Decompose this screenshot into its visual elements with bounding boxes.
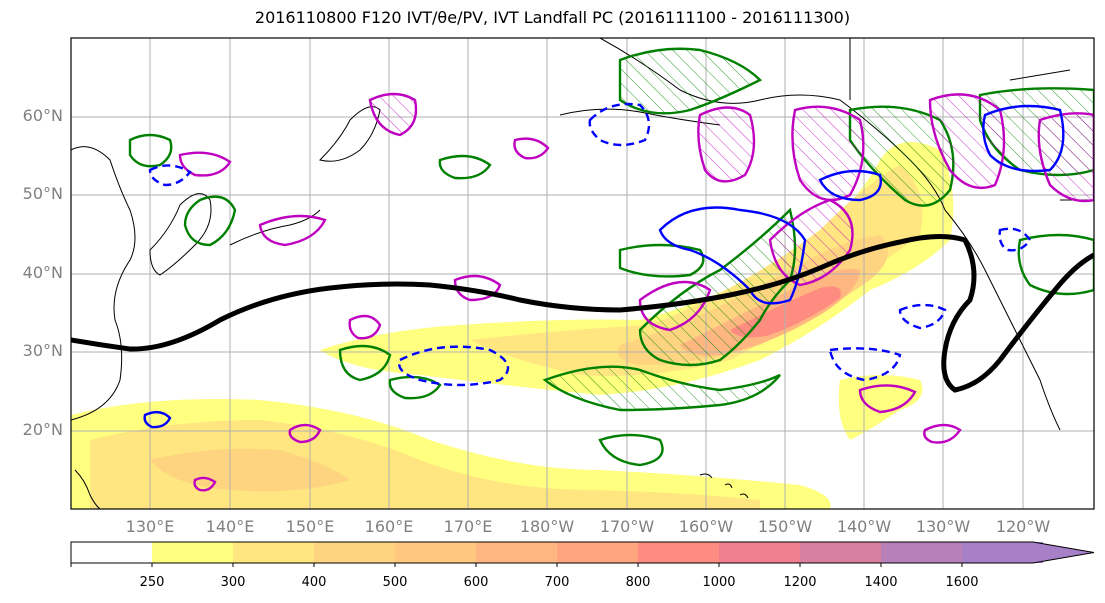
- coast-asia: [71, 146, 136, 421]
- colorbar-tick-label: 300: [220, 575, 246, 590]
- colorbar-tick-label: 1200: [783, 575, 817, 590]
- lon-label-140e: 140°E: [205, 517, 255, 536]
- ivt-subtropical-band: [320, 142, 954, 395]
- blue-contour-north: [818, 169, 882, 202]
- green-contour-far-east: [1017, 233, 1094, 296]
- page-title: 2016110800 F120 IVT/θe/PV, IVT Landfall …: [254, 8, 851, 27]
- lat-label-30: 30°N: [22, 341, 63, 360]
- ivt-tropical-band-core: [150, 448, 350, 492]
- blue-contour-dashed-5: [148, 164, 192, 187]
- green-contour-west-1: [128, 133, 173, 168]
- coast-philippines: [74, 469, 101, 509]
- green-contour-ar-south: [542, 365, 781, 412]
- ivt-landfall-pc-contour: [71, 233, 1094, 393]
- lon-label-150e: 150°E: [285, 517, 335, 536]
- green-contour-mid-2: [338, 344, 392, 382]
- lon-label-150w: 150°W: [757, 517, 813, 536]
- pv-contour-north-1: [697, 106, 756, 183]
- coast-north-america: [944, 209, 1061, 431]
- colorbar-segment: [71, 542, 152, 563]
- lat-label-40: 40°N: [22, 263, 63, 282]
- colorbar-tick-label: 1600: [945, 575, 979, 590]
- colorbar-tick-label: 1000: [702, 575, 736, 590]
- coast-kuril: [229, 209, 321, 246]
- theta-e-negative-contours: [143, 102, 1065, 429]
- colorbar-tick-label: 1400: [864, 575, 898, 590]
- blue-contour-west: [143, 410, 172, 429]
- colorbar-outline: [70, 541, 1095, 564]
- coast-japan: [149, 193, 212, 276]
- pv-contour-west-1: [178, 151, 232, 177]
- blue-contour-dashed-2: [588, 102, 651, 147]
- colorbar-extension: [962, 542, 1094, 563]
- blue-contour-east: [982, 104, 1065, 173]
- green-contour-mid-1: [438, 154, 492, 180]
- colorbar-segment: [800, 542, 881, 563]
- colorbar-segment: [476, 542, 557, 563]
- lon-label-140w: 140°W: [836, 517, 892, 536]
- colorbar-tick-label: 250: [139, 575, 165, 590]
- lon-label-130w: 130°W: [915, 517, 971, 536]
- lon-label-160w: 160°W: [678, 517, 734, 536]
- pv-contour-north-2: [791, 105, 865, 202]
- lon-label-170w: 170°W: [599, 517, 655, 536]
- pv-contours: [178, 92, 1094, 492]
- green-contour-south: [598, 433, 664, 467]
- pv-contour-east-2: [858, 384, 917, 414]
- blue-contour-dashed-1: [398, 345, 510, 387]
- coast-aleutians: [559, 108, 721, 126]
- lon-label-130e: 130°E: [125, 517, 175, 536]
- pv-contour-kamchatka: [368, 92, 418, 137]
- lat-label-50: 50°N: [22, 184, 63, 203]
- lat-label-20: 20°N: [22, 420, 63, 439]
- blue-contour-dashed-6: [998, 227, 1032, 252]
- blue-contour-dashed-4: [898, 303, 947, 330]
- colorbar-segment: [314, 542, 395, 563]
- colorbar-tick-label: 800: [625, 575, 651, 590]
- green-contour-band: [618, 243, 705, 278]
- colorbar-segment: [152, 542, 233, 563]
- blue-contour-ar: [658, 206, 807, 305]
- green-contour-north: [618, 47, 763, 115]
- map-frame: [70, 37, 1095, 510]
- colorbar-segment: [881, 542, 962, 563]
- colorbar-tick-label: 600: [463, 575, 489, 590]
- pv-contour-south-1: [288, 423, 322, 444]
- pv-contour-ar-west: [638, 280, 712, 332]
- lon-label-170e: 170°E: [443, 517, 493, 536]
- pv-contour-east: [1037, 112, 1094, 203]
- pv-contour-east-3: [923, 423, 962, 444]
- colorbar-tick-label: 700: [544, 575, 570, 590]
- colorbar-segment: [638, 542, 719, 563]
- colorbar: [70, 541, 1095, 567]
- colorbar-segment: [395, 542, 476, 563]
- colorbar-segment: [719, 542, 800, 563]
- colorbar-tick-label: 500: [382, 575, 408, 590]
- colorbar-segment: [233, 542, 314, 563]
- pv-contour-mid-1: [453, 274, 502, 302]
- pv-contour-mid-3: [513, 137, 550, 160]
- lon-label-160e: 160°E: [364, 517, 414, 536]
- green-contour-west-2: [183, 195, 237, 247]
- pv-contour-west-2: [258, 214, 327, 247]
- colorbar-tick-label: 400: [301, 575, 327, 590]
- lon-label-180w: 180°W: [519, 517, 575, 536]
- colorbar-segment: [557, 542, 638, 563]
- coast-hawaii: [699, 473, 749, 499]
- green-contour-mid-3: [388, 375, 442, 400]
- pv-contour-south-2: [193, 476, 217, 492]
- lat-label-60: 60°N: [22, 106, 63, 125]
- map-panel: [71, 38, 1094, 509]
- pv-contour-mid-2: [348, 314, 382, 340]
- lon-label-120w: 120°W: [995, 517, 1051, 536]
